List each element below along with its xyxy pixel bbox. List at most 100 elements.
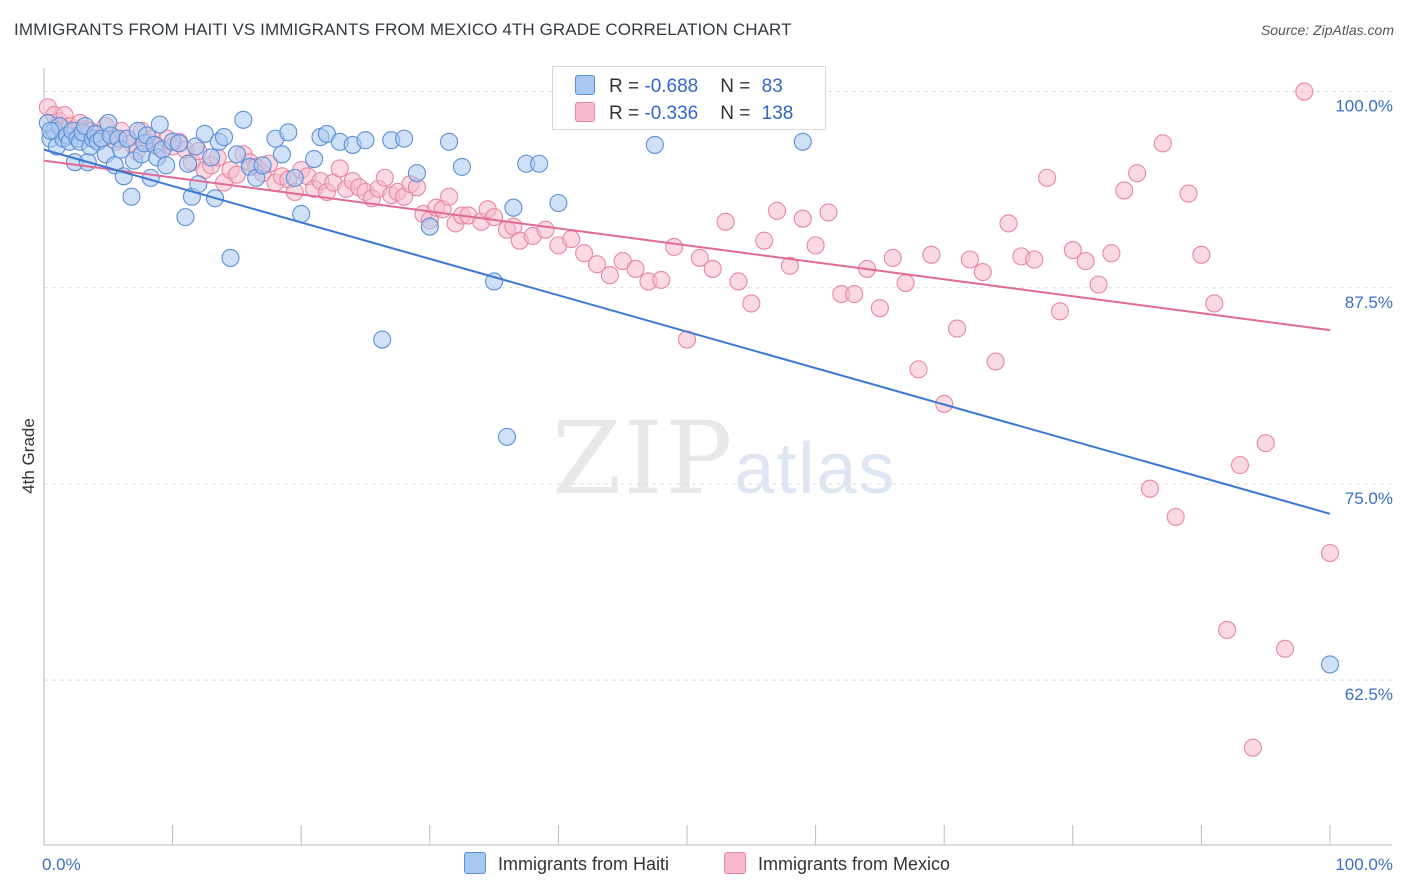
mexico-point-123	[1115, 181, 1134, 200]
mexico-point-132	[1230, 456, 1250, 475]
mexico-point-94	[742, 294, 761, 313]
mexico-point-128	[1179, 184, 1198, 203]
mexico-point-93	[729, 272, 748, 291]
mexico-r-value: -0.336	[644, 103, 699, 124]
mexico-point-78	[536, 220, 555, 239]
haiti-legend-swatch	[464, 852, 486, 874]
mexico-legend-label: Immigrants from Mexico	[758, 854, 951, 874]
haiti-point-72	[407, 164, 426, 183]
mexico-point-87	[652, 270, 671, 289]
mexico-point-121	[1089, 275, 1108, 294]
mexico-point-80	[562, 230, 581, 249]
haiti-points	[38, 82, 1340, 674]
haiti-n-value: 83	[761, 76, 783, 97]
y-tick-label-2: 75.0%	[1345, 489, 1393, 508]
mexico-point-107	[909, 360, 928, 379]
haiti-point-52	[221, 248, 240, 267]
x-tick-label-1: 100.0%	[1335, 855, 1393, 874]
haiti-point-41	[169, 134, 189, 153]
mexico-point-126	[1153, 134, 1172, 153]
watermark-zip: ZIP	[552, 400, 735, 517]
haiti-point-80	[530, 154, 549, 173]
haiti-point-71	[395, 129, 414, 148]
legend-row-mexico: R = -0.336 N = 138	[575, 102, 793, 126]
watermark: ZIPatlas	[552, 400, 896, 517]
y-tick-label-0: 100.0%	[1335, 97, 1393, 116]
correlation-legend: R = -0.688 N = 83 R = -0.336 N = 138	[552, 66, 826, 130]
mexico-point-102	[845, 284, 864, 304]
haiti-trendline	[43, 148, 1331, 515]
legend-item-mexico[interactable]: Immigrants from Mexico	[724, 852, 950, 875]
haiti-point-84	[793, 132, 812, 151]
haiti-point-39	[157, 156, 176, 175]
haiti-point-74	[440, 132, 459, 151]
grid-lines	[44, 91, 1392, 681]
haiti-r-label: R =	[609, 76, 645, 97]
mexico-point-106	[896, 273, 915, 293]
haiti-point-86	[41, 121, 60, 140]
mexico-n-label: N =	[720, 103, 756, 124]
haiti-point-45	[186, 137, 205, 156]
haiti-point-81	[549, 193, 568, 213]
haiti-point-43	[178, 154, 198, 173]
haiti-legend-label: Immigrants from Haiti	[498, 854, 670, 874]
mexico-point-137	[1295, 82, 1314, 101]
mexico-point-125	[1140, 479, 1160, 498]
mexico-point-81	[575, 244, 594, 263]
haiti-point-47	[195, 124, 214, 143]
mexico-point-135	[1320, 543, 1340, 563]
y-axis-label: 4th Grade	[19, 418, 38, 494]
haiti-point-28	[122, 187, 141, 206]
mexico-point-99	[806, 236, 825, 255]
mexico-point-119	[1063, 241, 1082, 260]
haiti-point-51	[214, 128, 234, 147]
haiti-point-69	[373, 330, 392, 349]
mexico-point-111	[960, 250, 979, 269]
haiti-point-78	[504, 198, 523, 217]
haiti-point-57	[253, 156, 272, 175]
mexico-point-83	[600, 266, 619, 285]
mexico-point-104	[870, 299, 889, 318]
watermark-atlas: atlas	[734, 429, 897, 509]
mexico-r-label: R =	[609, 103, 645, 124]
mexico-n-value: 138	[761, 103, 794, 124]
haiti-point-37	[150, 115, 169, 134]
mexico-point-67	[440, 187, 459, 206]
mexico-point-131	[1218, 620, 1237, 640]
chart-title: IMMIGRANTS FROM HAITI VS IMMIGRANTS FROM…	[14, 20, 792, 39]
haiti-point-48	[202, 148, 221, 167]
y-tick-label-3: 62.5%	[1345, 685, 1393, 704]
mexico-point-130	[1205, 294, 1224, 313]
legend-row-haiti: R = -0.688 N = 83	[575, 75, 783, 99]
mexico-point-116	[1025, 250, 1044, 269]
mexico-point-82	[587, 255, 607, 274]
mexico-point-108	[922, 245, 941, 264]
mexico-point-85	[626, 259, 645, 278]
haiti-point-63	[305, 149, 324, 169]
haiti-point-42	[176, 208, 195, 227]
haiti-point-73	[420, 217, 439, 236]
mexico-point-88	[665, 237, 684, 256]
haiti-r-value: -0.688	[644, 76, 699, 97]
mexico-swatch	[575, 102, 595, 122]
legend-item-haiti[interactable]: Immigrants from Haiti	[464, 852, 669, 875]
mexico-point-117	[1038, 168, 1057, 187]
haiti-point-77	[497, 427, 517, 446]
mexico-legend-swatch	[724, 852, 746, 874]
haiti-point-76	[485, 272, 504, 291]
haiti-point-61	[285, 168, 304, 187]
mexico-point-105	[883, 248, 902, 267]
mexico-point-100	[819, 203, 838, 222]
haiti-point-75	[452, 157, 472, 176]
y-tick-label-1: 87.5%	[1345, 293, 1393, 312]
x-tick-label-0: 0.0%	[42, 855, 81, 874]
axes	[43, 68, 1392, 846]
haiti-swatch	[575, 75, 595, 95]
tick-labels: 100.0% 87.5% 75.0% 62.5% 0.0% 100.0%	[42, 97, 1393, 874]
trend-lines	[43, 148, 1331, 515]
mexico-point-91	[703, 259, 722, 278]
mexico-point-129	[1192, 245, 1211, 264]
mexico-point-112	[973, 263, 992, 282]
haiti-point-68	[356, 131, 375, 150]
